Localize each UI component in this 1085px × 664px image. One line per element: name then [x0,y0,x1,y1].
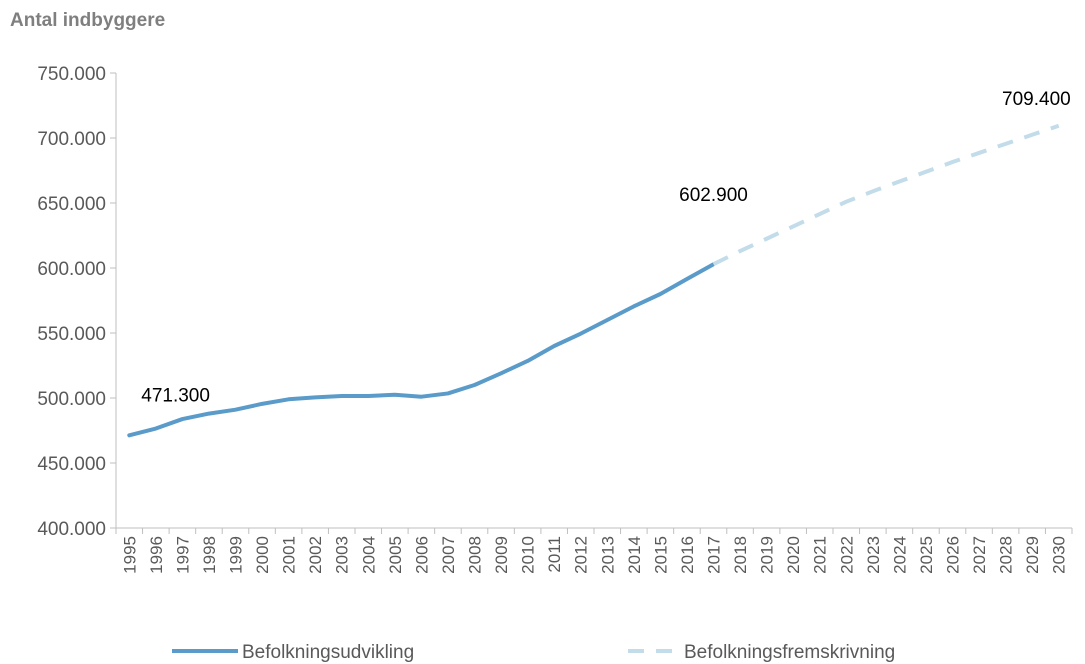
y-tick-labels: 400.000 450.000 500.000 550.000 600.000 650.0… [37,64,106,540]
legend-label: Befolkningsudvikling [242,642,414,663]
y-tick-label: 550.000 [37,324,106,345]
x-tick-labels: 1995 1996 1997 1998 1999 2000 2001 2002 2003 2004… [120,536,1068,574]
x-tick-label: 2025 [917,536,936,574]
y-axis-title: Antal indbyggere [10,10,166,31]
x-tick-label: 2016 [678,536,697,574]
axes [110,72,1073,534]
x-tick-label: 2022 [837,536,856,574]
x-tick-label: 1996 [147,536,166,574]
x-tick-label: 2001 [280,536,299,574]
x-tick-label: 2004 [359,536,378,574]
x-tick-label: 1999 [227,536,246,574]
x-tick-label: 2000 [253,536,272,574]
x-tick-label: 2023 [864,536,883,574]
legend: Befolkningsudvikling Befolkningsfremskriv… [172,642,895,663]
data-labels: 471.300 602.900 709.400 [141,89,1070,407]
x-tick-label: 2008 [466,536,485,574]
x-tick-label: 2029 [1023,536,1042,574]
x-tick-label: 2012 [572,536,591,574]
x-tick-label: 2002 [306,536,325,574]
y-tick-label: 500.000 [37,389,106,410]
series-line-befolkningsfremskrivning [712,123,1060,267]
x-tick-label: 1997 [173,536,192,574]
x-tick-label: 2020 [784,536,803,574]
y-tick-label: 450.000 [37,454,106,475]
x-tick-label: 2026 [944,536,963,574]
x-tick-label: 1995 [120,536,139,574]
x-tick-label: 2003 [333,536,352,574]
data-label: 471.300 [141,385,210,406]
x-tick-label: 2021 [811,536,830,574]
x-tick-label: 2018 [731,536,750,574]
y-tick-label: 700.000 [37,129,106,150]
x-tick-label: 2017 [705,536,724,574]
series-lines [127,123,1060,438]
legend-label: Befolkningsfremskrivning [684,642,895,663]
series-line-befolkningsudvikling [127,262,716,438]
x-tick-label: 2019 [758,536,777,574]
y-tick-label: 750.000 [37,64,106,85]
y-tick-label: 650.000 [37,194,106,215]
data-label: 602.900 [679,185,748,206]
x-tick-label: 2013 [598,536,617,574]
x-tick-label: 2027 [970,536,989,574]
x-tick-label: 2009 [492,536,511,574]
x-tick-label: 2028 [997,536,1016,574]
x-tick-label: 2006 [412,536,431,574]
x-tick-label: 2010 [519,536,538,574]
data-label: 709.400 [1002,89,1071,110]
y-tick-label: 400.000 [37,519,106,540]
x-tick-label: 2011 [545,536,564,573]
x-tick-label: 2024 [890,536,909,574]
y-tick-label: 600.000 [37,259,106,280]
x-tick-label: 2014 [625,536,644,574]
x-tick-label: 2015 [651,536,670,574]
x-tick-label: 2007 [439,536,458,574]
x-tick-label: 2030 [1050,536,1069,574]
x-tick-label: 2005 [386,536,405,574]
x-tick-label: 1998 [200,536,219,574]
